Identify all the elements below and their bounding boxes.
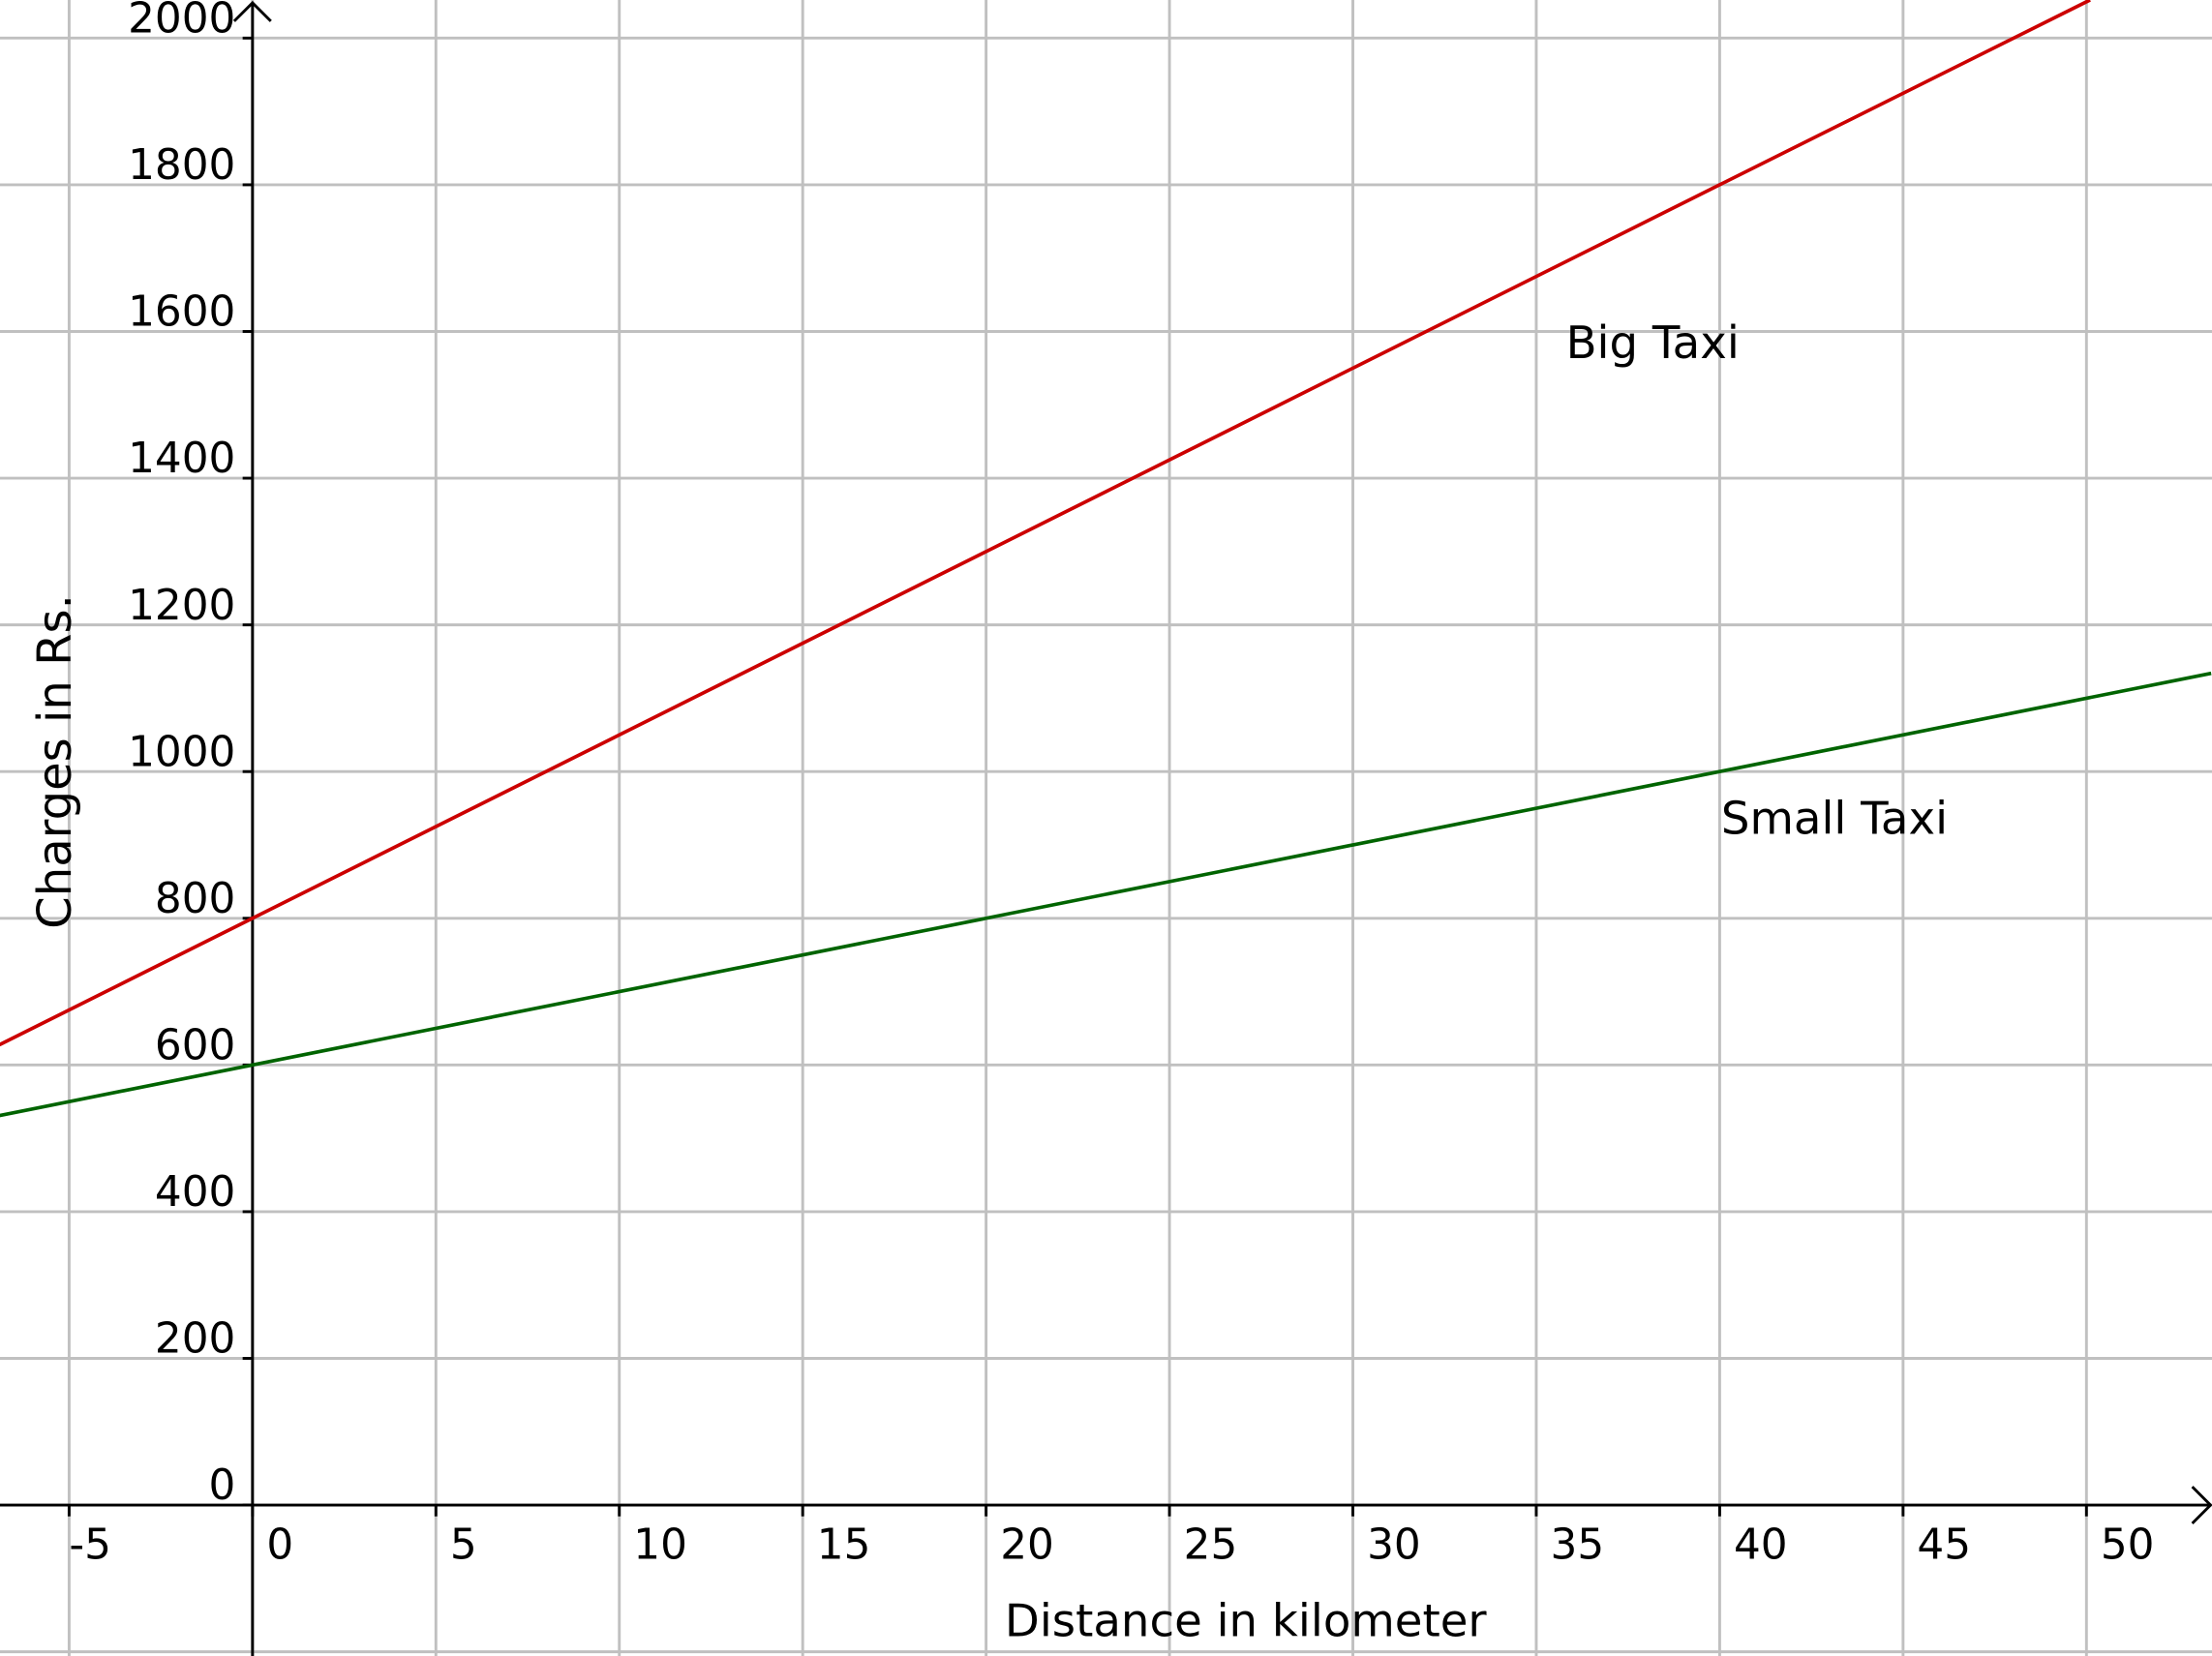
x-tick-label: 5 xyxy=(450,1520,477,1569)
y-tick-label: 800 xyxy=(155,874,235,923)
x-tick-label: 25 xyxy=(1184,1520,1238,1569)
y-tick-label: 2000 xyxy=(128,0,235,44)
series-line-big-taxi xyxy=(0,0,2091,1047)
x-tick-label: 50 xyxy=(2101,1520,2155,1569)
x-axis-arrow xyxy=(2191,1486,2212,1525)
y-tick-label: 0 xyxy=(209,1460,236,1510)
series xyxy=(0,0,2212,1118)
annotation-small-taxi: Small Taxi xyxy=(1721,792,1948,844)
y-tick-label: 200 xyxy=(155,1314,235,1364)
y-tick-label: 1000 xyxy=(128,727,235,776)
series-line-small-taxi xyxy=(0,671,2212,1118)
y-tick-label: 600 xyxy=(155,1021,235,1070)
annotation-big-taxi: Big Taxi xyxy=(1566,316,1740,369)
x-axis-label: Distance in kilometer xyxy=(1005,1595,1487,1647)
x-tick-label: 0 xyxy=(266,1520,293,1569)
x-tick-label: 30 xyxy=(1367,1520,1421,1569)
x-tick-label: 10 xyxy=(633,1520,687,1569)
y-tick-label: 1600 xyxy=(128,287,235,337)
y-axis-arrow xyxy=(232,0,272,22)
x-tick-label: 45 xyxy=(1917,1520,1971,1569)
y-tick-label: 1400 xyxy=(128,434,235,483)
x-tick-label: 35 xyxy=(1551,1520,1605,1569)
tick-labels: -5 0 5 10 15 20 25 30 35 40 45 50 0 200 400 600 800 1000 1… xyxy=(69,0,2154,1569)
x-tick-label: -5 xyxy=(69,1520,111,1569)
y-tick-label: 1200 xyxy=(128,581,235,630)
y-tick-label: 1800 xyxy=(128,140,235,190)
x-tick-label: 40 xyxy=(1734,1520,1788,1569)
y-tick-label: 400 xyxy=(155,1167,235,1217)
x-tick-label: 20 xyxy=(1000,1520,1054,1569)
x-tick-label: 15 xyxy=(817,1520,871,1569)
y-axis-label: Charges in Rs. xyxy=(28,594,82,929)
